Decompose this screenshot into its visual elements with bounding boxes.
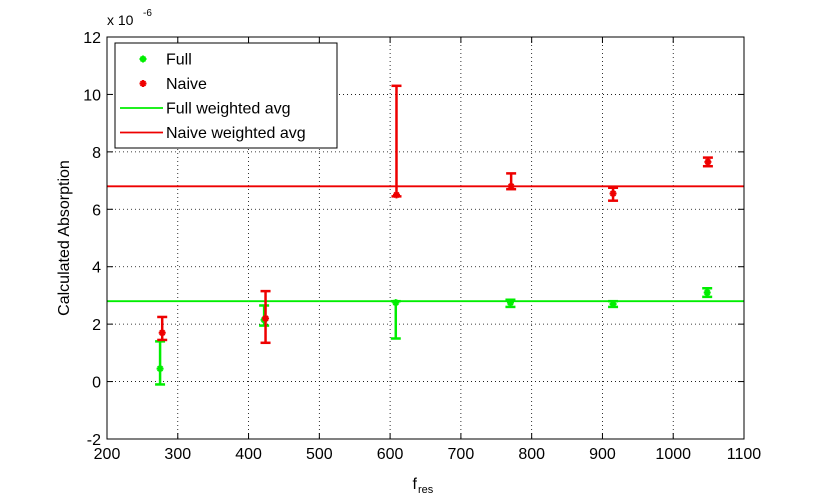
data-point <box>609 300 617 308</box>
legend-entry: Full weighted avg <box>120 101 291 118</box>
data-point <box>704 158 712 166</box>
data-point <box>262 314 270 322</box>
y-tick-label: 10 <box>83 87 101 104</box>
y-axis-label: Calculated Absorption <box>56 160 73 316</box>
x-tick-label: 700 <box>448 446 475 463</box>
legend-marker <box>139 80 147 87</box>
error-bar <box>155 340 166 386</box>
series-naive <box>157 84 713 345</box>
x-tick-label: 400 <box>235 446 262 463</box>
legend-entry: Naive <box>139 76 207 93</box>
y-tick-label: 8 <box>92 145 101 162</box>
data-point <box>392 191 400 199</box>
data-point <box>156 365 164 373</box>
x-tick-label: 1100 <box>727 446 762 463</box>
series-full <box>155 287 713 386</box>
data-point <box>158 329 166 337</box>
x-tick-label: 300 <box>164 446 191 463</box>
data-point <box>392 299 400 307</box>
x-tick-label: 500 <box>306 446 333 463</box>
legend: Full Naive Full weighted avg Naive weighted… <box>114 42 338 149</box>
x-axis-label: f res <box>413 476 434 496</box>
x-axis-label-subscript: res <box>418 484 434 496</box>
legend-label: Naive weighted avg <box>166 125 306 142</box>
x-tick-label: 900 <box>589 446 616 463</box>
y-tick-label: 12 <box>83 30 101 47</box>
y-tick-label: 4 <box>92 260 101 277</box>
x-tick-label: 1000 <box>655 446 691 463</box>
data-series <box>155 84 713 386</box>
x-tick-label: 800 <box>518 446 545 463</box>
y-tick-label: 0 <box>92 375 101 392</box>
y-tick-label: 6 <box>92 202 101 219</box>
axis-ticks: 200 300 400 500 600 700 800 900 1000 1100 -2 0 2 4 6 8 1… <box>83 30 761 463</box>
plot-frame <box>106 36 745 440</box>
y-exponent-label: x 10 -6 <box>107 8 152 28</box>
legend-label: Full weighted avg <box>166 101 291 118</box>
x-tick-label: 600 <box>377 446 404 463</box>
legend-label: Full <box>166 52 192 69</box>
y-exponent-power: -6 <box>143 8 152 19</box>
data-point <box>609 189 617 197</box>
y-tick-label: 2 <box>92 317 101 334</box>
data-point <box>703 289 711 297</box>
grid-lines <box>107 37 744 439</box>
legend-label: Naive <box>166 76 207 93</box>
data-point <box>506 299 514 307</box>
x-tick-label: 200 <box>94 446 121 463</box>
legend-box <box>114 42 338 149</box>
data-point <box>507 182 515 190</box>
legend-entry: Naive weighted avg <box>120 125 306 142</box>
x-axis-label-main: f <box>413 476 418 493</box>
y-exponent-base: x 10 <box>107 12 134 28</box>
legend-marker <box>139 55 147 63</box>
y-tick-label: -2 <box>87 432 101 449</box>
legend-entry: Full <box>139 52 192 69</box>
reference-lines <box>107 185 744 303</box>
